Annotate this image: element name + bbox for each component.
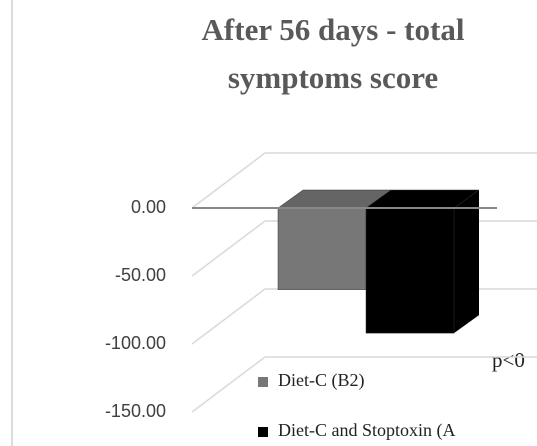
grid-line	[191, 152, 537, 209]
bar	[365, 189, 480, 334]
legend-label: Diet-C and Stoptoxin (A	[278, 420, 456, 441]
y-tick-label: -100.00	[105, 333, 166, 353]
legend-swatch	[258, 377, 268, 387]
y-tick-label: -50.00	[115, 265, 166, 285]
grid-line	[191, 288, 537, 345]
bar-front	[365, 207, 455, 334]
annotation: p<0	[492, 348, 525, 372]
y-tick-label: 0.00	[131, 197, 166, 217]
grid-line	[191, 356, 537, 413]
y-tick-label: -150.00	[105, 401, 166, 421]
legend-label: Diet-C (B2)	[278, 370, 364, 391]
bar-front	[277, 207, 367, 290]
chart-title: After 56 days - total	[202, 12, 465, 47]
chart-title: symptoms score	[228, 60, 438, 95]
legend-swatch	[258, 427, 268, 437]
bar-side	[454, 190, 479, 334]
